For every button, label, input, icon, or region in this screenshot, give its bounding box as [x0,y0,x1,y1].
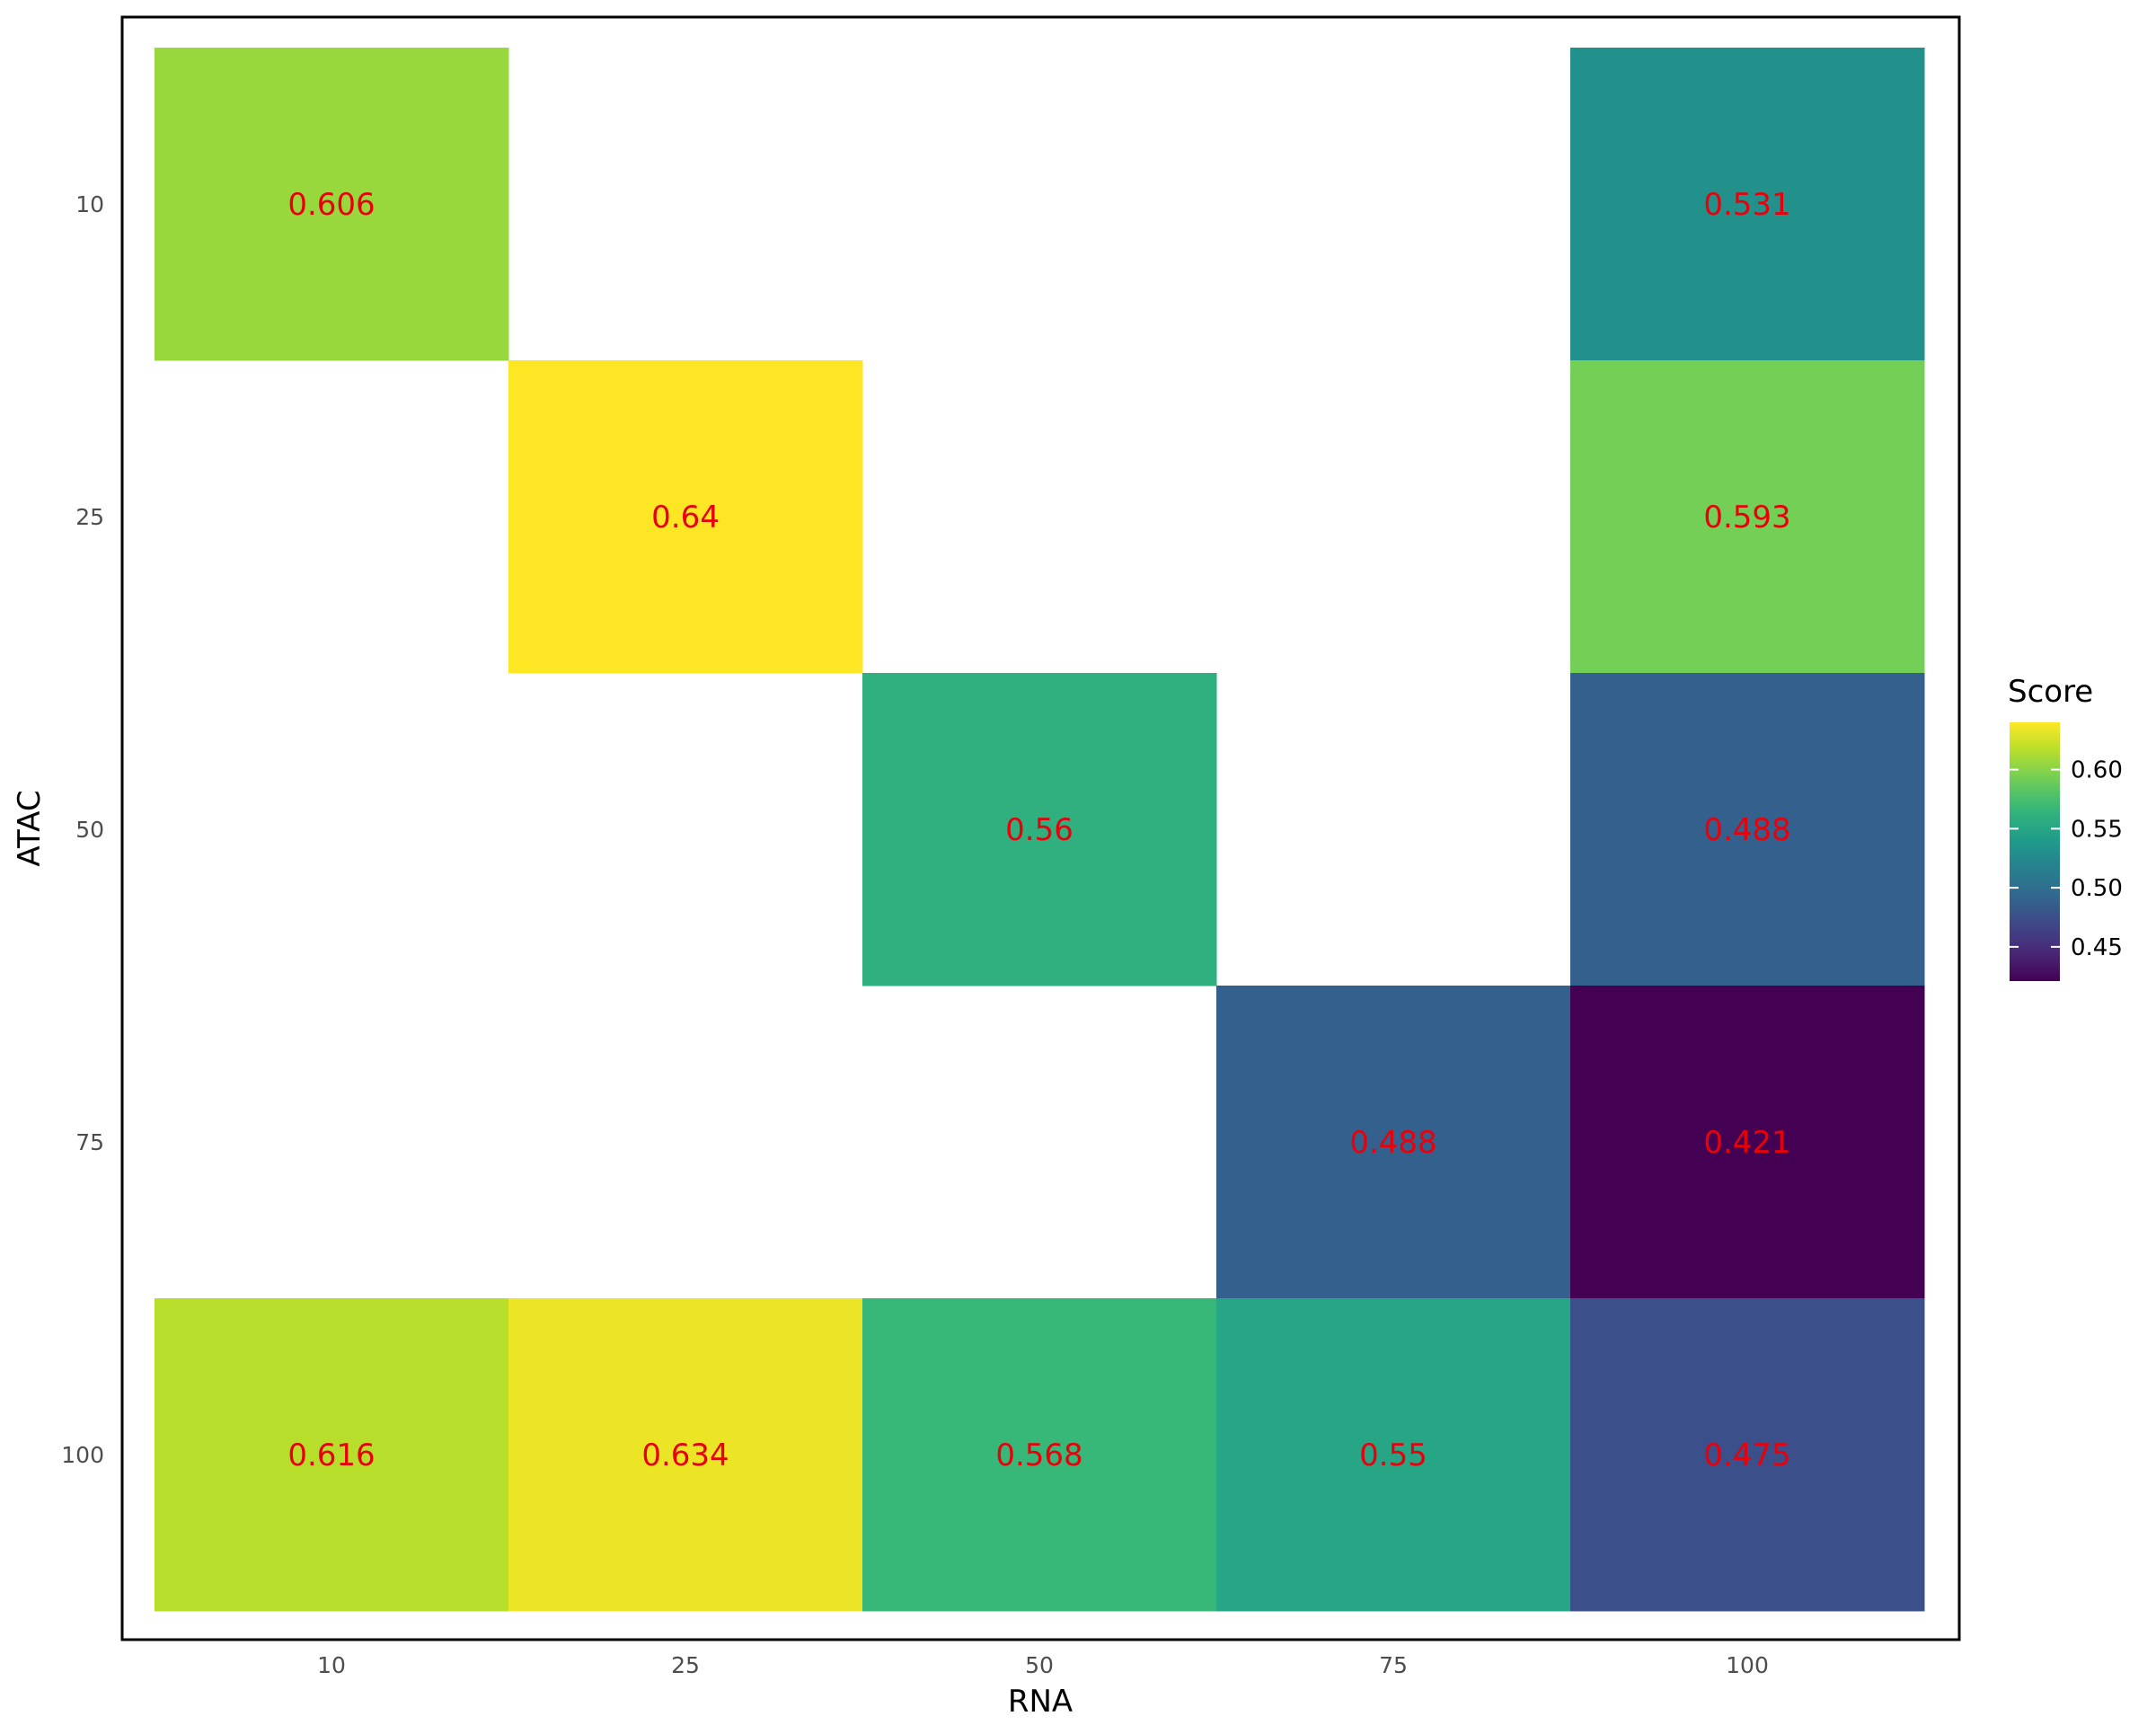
cell-value-label: 0.55 [1359,1438,1427,1473]
cell-value-label: 0.634 [641,1438,729,1473]
y-tick-label: 25 [75,504,104,530]
heatmap-cells [155,48,1925,1612]
cell-value-label: 0.475 [1703,1438,1790,1473]
x-tick-label: 25 [671,1652,700,1678]
heatmap-cell [155,1298,509,1612]
heatmap-cell [508,1298,863,1612]
legend-tick-label: 0.45 [2071,934,2123,961]
heatmap-cell [862,1298,1217,1612]
x-tick-label: 75 [1379,1652,1408,1678]
legend-tick-label: 0.50 [2071,875,2123,902]
cell-value-label: 0.488 [1349,1125,1436,1161]
legend: Score 0.60 0.55 0.50 0.45 [2008,674,2123,981]
panel-border [120,15,1961,1641]
legend-colorbar [2010,722,2060,981]
cell-value-label: 0.64 [651,500,720,535]
y-tick-label: 50 [75,817,104,843]
heatmap-cell [508,360,863,674]
heatmap-cell [1570,1298,1925,1612]
y-axis-title: ATAC [12,790,48,866]
x-tick-label: 50 [1025,1652,1054,1678]
cell-value-label: 0.616 [287,1438,375,1473]
legend-tick-label: 0.55 [2071,816,2123,843]
heatmap-cell [155,48,509,361]
heatmap-cell-labels: 0.606 0.531 0.64 0.593 0.56 0.488 0.488 0.421 0.… [287,187,1790,1473]
y-axis-ticks: 10 25 50 75 100 [61,191,104,1468]
legend-tick-label: 0.60 [2071,757,2123,784]
heatmap-cell [1570,48,1925,361]
cell-value-label: 0.56 [1005,812,1074,848]
cell-value-label: 0.531 [1703,187,1790,223]
cell-value-label: 0.421 [1703,1125,1790,1161]
x-tick-label: 10 [317,1652,346,1678]
y-tick-label: 10 [75,191,104,217]
heatmap-cell [1216,986,1571,1299]
x-axis-title: RNA [1008,1684,1073,1720]
y-tick-label: 75 [75,1129,104,1155]
cell-value-label: 0.488 [1703,812,1790,848]
x-axis-ticks: 10 25 50 75 100 [317,1652,1769,1678]
cell-value-label: 0.593 [1703,500,1790,535]
legend-title: Score [2008,674,2093,710]
heatmap-cell [1216,1298,1571,1612]
heatmap-cell [1570,673,1925,986]
cell-value-label: 0.568 [995,1438,1082,1473]
x-tick-label: 100 [1726,1652,1769,1678]
heatmap-cell [862,673,1217,986]
heatmap-cell [1570,986,1925,1299]
y-tick-label: 100 [61,1442,104,1468]
heatmap-cell [1570,360,1925,674]
cell-value-label: 0.606 [287,187,375,223]
